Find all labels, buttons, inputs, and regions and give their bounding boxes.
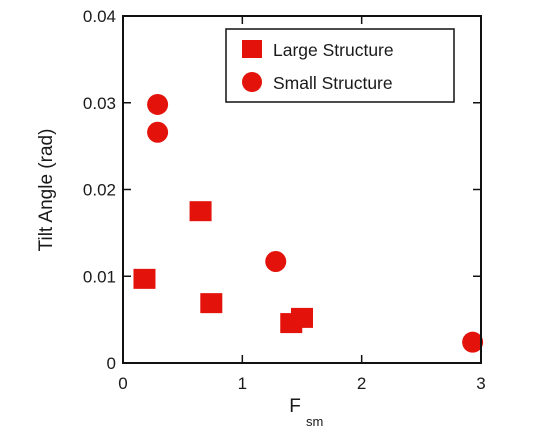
x-tick-label: 2	[357, 374, 366, 393]
x-axis-label-main: F	[289, 396, 301, 417]
y-tick-label: 0.01	[83, 267, 116, 286]
data-point-large-structure	[189, 201, 212, 222]
x-axis-label-subscript: sm	[306, 414, 323, 429]
y-tick-label: 0.04	[83, 7, 116, 26]
data-point-small-structure	[462, 331, 484, 353]
data-point-small-structure	[147, 121, 169, 143]
data-points	[133, 93, 484, 353]
legend-label-small-structure: Small Structure	[273, 73, 393, 93]
data-point-large-structure	[291, 307, 313, 328]
x-tick-label: 1	[238, 374, 247, 393]
data-point-large-structure	[200, 293, 223, 314]
legend-marker-small-structure	[242, 72, 262, 92]
legend-box	[225, 28, 455, 103]
x-axis-label: F sm	[289, 396, 323, 429]
legend-label-large-structure: Large Structure	[273, 40, 394, 60]
data-point-large-structure	[133, 268, 156, 289]
y-tick-label: 0.03	[83, 94, 116, 113]
data-point-small-structure	[265, 251, 287, 273]
x-tick-label: 0	[118, 374, 127, 393]
y-tick-label: 0.02	[83, 181, 116, 200]
legend: Large Structure Small Structure	[225, 28, 455, 103]
y-axis-ticks: 0 0.01 0.02 0.03 0.04	[83, 7, 481, 373]
y-tick-label: 0	[107, 354, 116, 373]
plot-area-frame	[122, 15, 482, 364]
data-point-small-structure	[147, 93, 169, 115]
y-axis-label: Tilt Angle (rad)	[36, 129, 57, 252]
x-tick-label: 3	[476, 374, 485, 393]
legend-marker-large-structure	[242, 40, 262, 58]
